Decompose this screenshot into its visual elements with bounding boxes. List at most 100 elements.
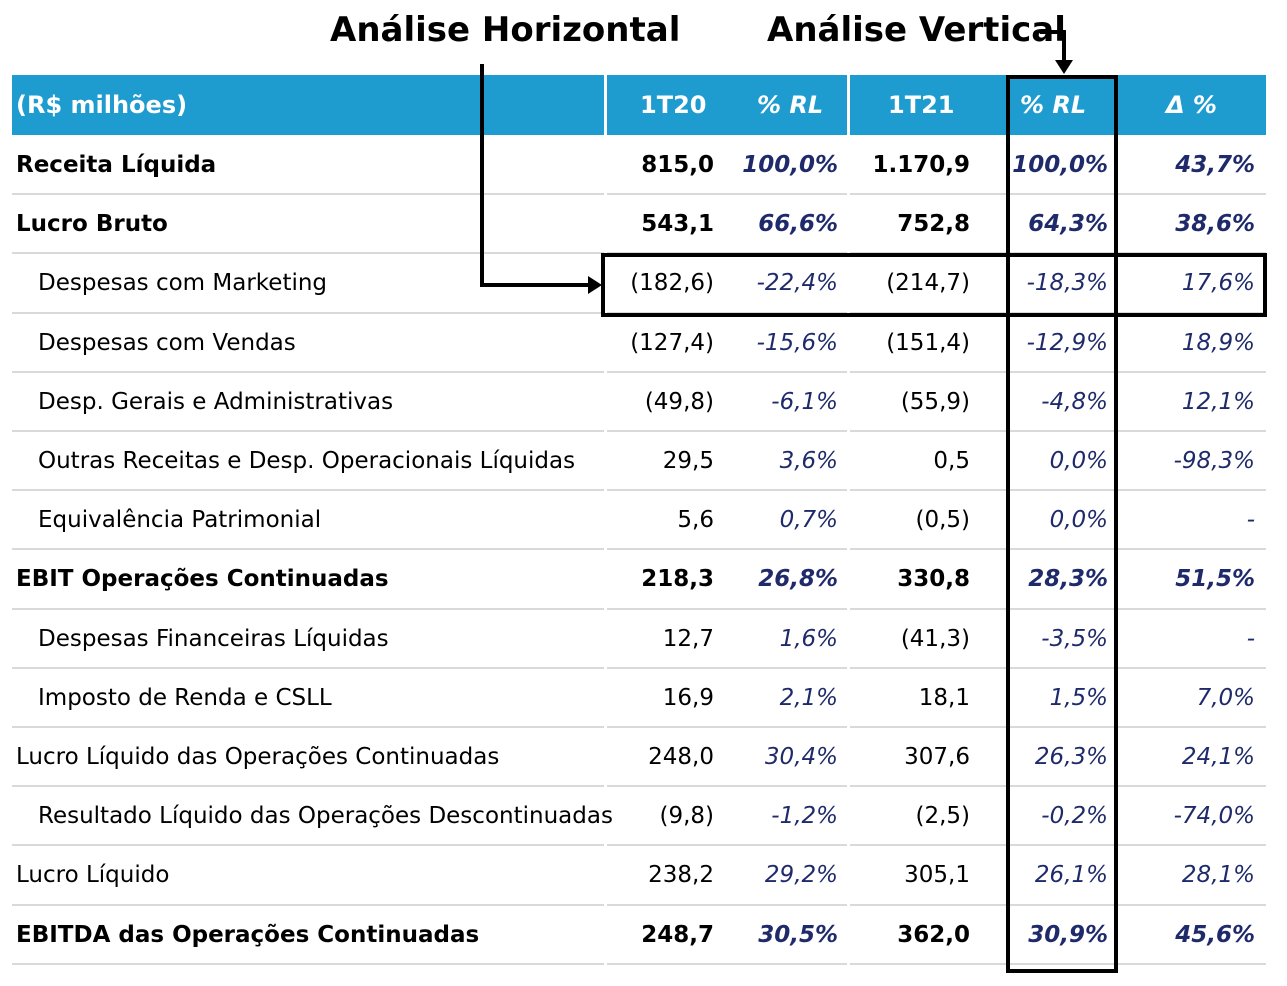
header-rl-1t21: % RL <box>1020 91 1087 119</box>
value-1t20: 248,7 <box>641 921 714 948</box>
value-1t20: 248,0 <box>648 744 714 770</box>
value-1t20: 16,9 <box>662 684 714 711</box>
header-unit: (R$ milhões) <box>16 91 188 119</box>
table-row: Equivalência Patrimonial 5,6 0,7% (0,5) 0,0%… <box>0 491 1287 551</box>
value-1t21: 18,1 <box>918 684 970 711</box>
delta-pct: 18,9% <box>1181 329 1255 356</box>
row-divider <box>607 311 847 314</box>
pct-rl-1t21: -3,5% <box>1041 625 1108 652</box>
row-divider <box>12 252 604 255</box>
delta-pct: 24,1% <box>1181 744 1255 770</box>
table-row: Receita Líquida 815,0 100,0% 1.170,9 100,0% 4… <box>0 136 1287 196</box>
pct-rl-1t21: -4,8% <box>1041 388 1108 415</box>
delta-pct: 43,7% <box>1175 152 1255 178</box>
delta-pct: - <box>1246 507 1255 534</box>
value-1t20: 815,0 <box>641 152 714 178</box>
table-row: Imposto de Renda e CSLL 16,9 2,1% 18,1 1,5% 7… <box>0 669 1287 728</box>
horizontal-analysis-box <box>601 253 1267 317</box>
value-1t21: (0,5) <box>915 507 970 534</box>
row-divider <box>850 844 1266 847</box>
delta-pct: 28,1% <box>1181 862 1255 889</box>
row-divider <box>12 370 604 373</box>
pct-rl-1t21: 26,3% <box>1034 744 1108 770</box>
row-divider <box>12 725 604 728</box>
pct-rl-1t20: 100,0% <box>742 152 838 178</box>
delta-pct: - <box>1246 625 1255 652</box>
annotation-vertical-title: Análise Vertical <box>767 10 1066 50</box>
pct-rl-1t21: -18,3% <box>1026 270 1108 297</box>
row-divider <box>12 607 604 610</box>
row-divider <box>850 370 1266 373</box>
value-1t21: 330,8 <box>897 566 970 593</box>
row-divider <box>607 666 847 669</box>
pct-rl-1t20: 66,6% <box>758 211 838 238</box>
table-row: Lucro Líquido 238,2 29,2% 305,1 26,1% 28,1% <box>0 846 1287 906</box>
header-delta: Δ % <box>1166 91 1217 119</box>
row-label: Desp. Gerais e Administrativas <box>38 388 394 415</box>
row-divider <box>850 548 1266 551</box>
value-1t20: (9,8) <box>659 803 714 830</box>
row-divider <box>850 725 1266 728</box>
pct-rl-1t20: -1,2% <box>771 803 838 830</box>
delta-pct: 38,6% <box>1175 211 1255 238</box>
horizontal-arrow-stem <box>480 64 484 286</box>
row-divider <box>607 489 847 492</box>
table-row: EBITDA das Operações Continuadas 248,7 30,… <box>0 906 1287 965</box>
row-label: Lucro Líquido das Operações Continuadas <box>16 744 500 770</box>
pct-rl-1t21: 100,0% <box>1012 152 1108 178</box>
value-1t20: 238,2 <box>648 862 714 889</box>
pct-rl-1t21: 30,9% <box>1028 921 1108 948</box>
row-divider <box>850 607 1266 610</box>
pct-rl-1t20: 1,6% <box>779 625 838 652</box>
pct-rl-1t20: -22,4% <box>756 270 838 297</box>
pct-rl-1t20: 26,8% <box>758 566 838 593</box>
row-divider <box>12 548 604 551</box>
value-1t21: 1.170,9 <box>872 152 971 178</box>
row-divider <box>12 844 604 847</box>
row-label: Receita Líquida <box>16 152 217 178</box>
table-row: Outras Receitas e Desp. Operacionais Líq… <box>0 432 1287 492</box>
row-divider <box>12 962 604 965</box>
pct-rl-1t20: 29,2% <box>764 862 838 889</box>
value-1t21: (41,3) <box>900 625 970 652</box>
value-1t21: 307,6 <box>904 744 970 770</box>
row-label: Lucro Líquido <box>16 862 170 889</box>
value-1t20: 29,5 <box>662 448 714 474</box>
delta-pct: 51,5% <box>1175 566 1255 593</box>
pct-rl-1t21: 0,0% <box>1049 507 1108 534</box>
row-divider <box>607 370 847 373</box>
table-row: Resultado Líquido das Operações Desconti… <box>0 787 1287 847</box>
pct-rl-1t20: 2,1% <box>779 684 838 711</box>
header-1t20-cell <box>607 75 847 135</box>
pct-rl-1t21: -0,2% <box>1041 803 1108 830</box>
row-label: Despesas com Marketing <box>38 270 328 297</box>
row-divider <box>850 666 1266 669</box>
value-1t21: (214,7) <box>886 270 970 297</box>
header-1t21: 1T21 <box>888 91 955 119</box>
pct-rl-1t21: 64,3% <box>1028 211 1108 238</box>
pct-rl-1t20: 30,5% <box>758 921 838 948</box>
row-divider <box>850 489 1266 492</box>
delta-pct: 17,6% <box>1181 270 1255 297</box>
header-1t20: 1T20 <box>640 91 707 119</box>
row-label: Equivalência Patrimonial <box>38 507 322 534</box>
table-row: EBIT Operações Continuadas 218,3 26,8% 330,… <box>0 550 1287 610</box>
table-row: Desp. Gerais e Administrativas (49,8) -6,1… <box>0 373 1287 432</box>
vertical-arrowhead-icon <box>1055 60 1073 74</box>
delta-pct: 7,0% <box>1196 684 1255 711</box>
row-divider <box>12 311 604 314</box>
header-1t21-cell <box>850 75 1266 135</box>
horizontal-arrowhead-icon <box>588 276 602 294</box>
vertical-analysis-box <box>1006 75 1118 973</box>
row-divider <box>12 666 604 669</box>
value-1t21: (151,4) <box>886 329 970 356</box>
delta-pct: -98,3% <box>1173 448 1255 474</box>
value-1t21: (2,5) <box>915 803 970 830</box>
delta-pct: 45,6% <box>1175 921 1255 948</box>
pct-rl-1t20: 30,4% <box>764 744 838 770</box>
vertical-arrow-shaft <box>1040 30 1066 34</box>
row-label: EBITDA das Operações Continuadas <box>16 921 480 948</box>
pct-rl-1t21: -12,9% <box>1026 329 1108 356</box>
value-1t21: (55,9) <box>900 388 970 415</box>
value-1t20: 218,3 <box>641 566 714 593</box>
